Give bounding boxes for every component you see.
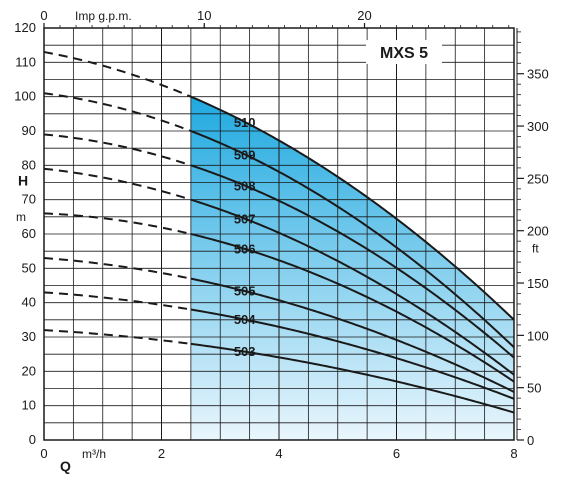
y-right-axis-unit: ft	[532, 242, 539, 256]
y-left-tick-label: 90	[22, 123, 36, 138]
curve-510-dashed	[43, 51, 192, 98]
x-top-axis-label: Imp g.p.m.	[75, 9, 132, 23]
y-left-tick-label: 60	[22, 226, 36, 241]
y-left-tick-label: 110	[15, 54, 36, 69]
x-bottom-tick-label: 0	[40, 446, 47, 461]
curve-506	[190, 233, 515, 383]
curve-508	[190, 164, 515, 359]
y-right-tick-label: 100	[527, 328, 549, 343]
x-bottom-axis-symbol: Q	[60, 458, 71, 474]
x-top-tick-label: 20	[357, 8, 371, 23]
curve-label-504: 504	[234, 312, 256, 327]
curve-505	[190, 277, 515, 393]
curve-507-dashed	[43, 167, 192, 201]
y-left-axis-unit: m	[16, 210, 26, 224]
curve-506-dashed	[43, 212, 192, 235]
y-left-axis-symbol: H	[18, 173, 28, 189]
y-left-tick-label: 120	[14, 20, 36, 35]
x-bottom-tick-label: 2	[158, 446, 165, 461]
chart-title: MXS 5	[380, 45, 428, 62]
y-left-tick-label: 10	[22, 398, 36, 413]
x-top-tick-label: 10	[197, 8, 211, 23]
curve-507	[190, 198, 515, 376]
curve-label-507: 507	[234, 211, 256, 226]
curve-label-506: 506	[234, 241, 256, 256]
curve-503-dashed	[43, 329, 192, 345]
y-right-tick-label: 250	[527, 171, 549, 186]
curve-503	[190, 342, 515, 414]
y-left-tick-label: 0	[29, 432, 36, 447]
y-right-tick-label: 300	[527, 119, 549, 134]
x-bottom-axis-unit: m³/h	[82, 447, 106, 461]
y-left-tick-label: 30	[22, 329, 36, 344]
y-right-tick-label: 150	[527, 276, 549, 291]
x-top-tick-label: 0	[40, 8, 47, 23]
curve-510	[190, 95, 515, 321]
y-left-tick-label: 20	[22, 363, 36, 378]
y-right-tick-label: 0	[527, 433, 534, 448]
x-bottom-tick-label: 8	[510, 446, 517, 461]
curve-label-505: 505	[234, 284, 256, 299]
y-left-tick-label: 70	[22, 192, 36, 207]
x-bottom-tick-label: 6	[393, 446, 400, 461]
y-left-tick-label: 40	[22, 295, 36, 310]
curve-504	[190, 308, 515, 400]
plot-frame	[43, 27, 515, 441]
y-right-tick-label: 50	[527, 381, 541, 396]
curve-509	[190, 130, 515, 349]
curve-label-503: 503	[234, 344, 256, 359]
y-right-tick-label: 350	[527, 67, 549, 82]
curve-508-dashed	[43, 133, 192, 167]
curve-509-dashed	[43, 92, 192, 132]
curve-505-dashed	[43, 257, 192, 280]
y-right-tick-label: 200	[527, 224, 549, 239]
y-left-tick-label: 50	[22, 260, 36, 275]
curve-504-dashed	[43, 291, 192, 311]
curve-label-510: 510	[234, 115, 256, 130]
title-background	[366, 40, 442, 65]
curve-label-509: 509	[234, 147, 256, 162]
x-bottom-tick-label: 4	[275, 446, 282, 461]
y-left-tick-label: 80	[22, 157, 36, 172]
curve-label-508: 508	[234, 178, 256, 193]
y-left-tick-label: 100	[14, 89, 36, 104]
